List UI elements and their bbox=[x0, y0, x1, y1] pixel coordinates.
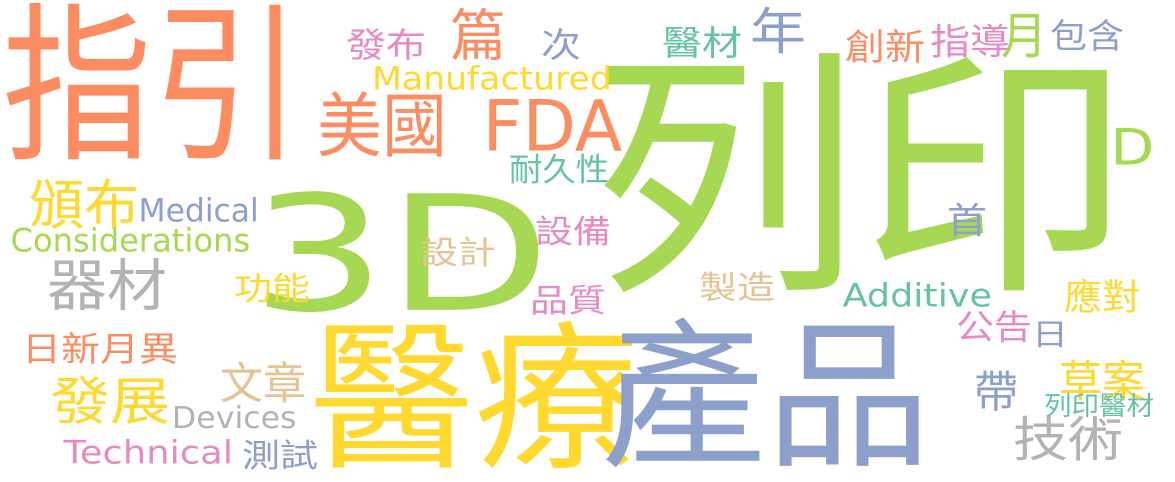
word-baohan: 包含 bbox=[1050, 16, 1125, 57]
word-3d: 3D bbox=[249, 161, 551, 348]
word-fabu: 發布 bbox=[346, 26, 426, 67]
word-medical: Medical bbox=[138, 191, 259, 230]
word-qicai: 器材 bbox=[46, 254, 168, 320]
word-shebei: 設備 bbox=[535, 212, 612, 251]
word-chuangxin: 創新 bbox=[844, 25, 926, 69]
word-nian: 年 bbox=[749, 3, 807, 62]
word-d: D bbox=[1110, 119, 1154, 177]
word-additive: Additive bbox=[842, 276, 992, 315]
word-shou: 首 bbox=[947, 200, 987, 243]
word-yiliao: 醫療 bbox=[308, 306, 640, 482]
word-pinzhi: 品質 bbox=[530, 281, 607, 320]
word-lieyin-yicai: 列印醫材 bbox=[1043, 392, 1155, 423]
word-zhizao: 製造 bbox=[699, 268, 776, 307]
word-chanpin: 產品 bbox=[600, 304, 932, 482]
word-ci: 次 bbox=[541, 26, 581, 67]
word-yicai: 醫材 bbox=[662, 24, 742, 65]
word-yue: 月 bbox=[1001, 8, 1047, 66]
word-wenzhang: 文章 bbox=[220, 358, 306, 410]
word-zhiyin: 指引 bbox=[2, 0, 303, 187]
word-caoan: 草案 bbox=[1059, 357, 1146, 408]
word-ri: 日 bbox=[1031, 318, 1069, 354]
word-sheji: 設計 bbox=[420, 233, 497, 272]
word-jishu: 技術 bbox=[1012, 411, 1124, 468]
word-considerations: Considerations bbox=[10, 221, 250, 260]
word-fda: FDA bbox=[482, 86, 622, 168]
word-zhidao: 指導 bbox=[930, 21, 1010, 64]
word-naijiuxing: 耐久性 bbox=[509, 150, 609, 189]
word-pian: 篇 bbox=[449, 4, 507, 70]
word-lieyin: 列印 bbox=[590, 28, 1130, 332]
word-gongneng: 功能 bbox=[234, 269, 311, 308]
word-banbu: 頒布 bbox=[28, 173, 140, 237]
word-rixinyueyi: 日新月異 bbox=[22, 330, 178, 371]
word-dai: 帶 bbox=[973, 366, 1019, 418]
word-gonggao: 公告 bbox=[955, 308, 1033, 349]
word-yingdui: 應對 bbox=[1063, 275, 1141, 319]
word-meiguo: 美國 bbox=[317, 86, 447, 168]
word-manufactured: Manufactured bbox=[372, 59, 612, 98]
word-ceshi: 測試 bbox=[242, 436, 319, 475]
word-fazhan: 發展 bbox=[49, 371, 171, 433]
word-technical: Technical bbox=[63, 433, 233, 472]
word-devices: Devices bbox=[171, 401, 297, 437]
